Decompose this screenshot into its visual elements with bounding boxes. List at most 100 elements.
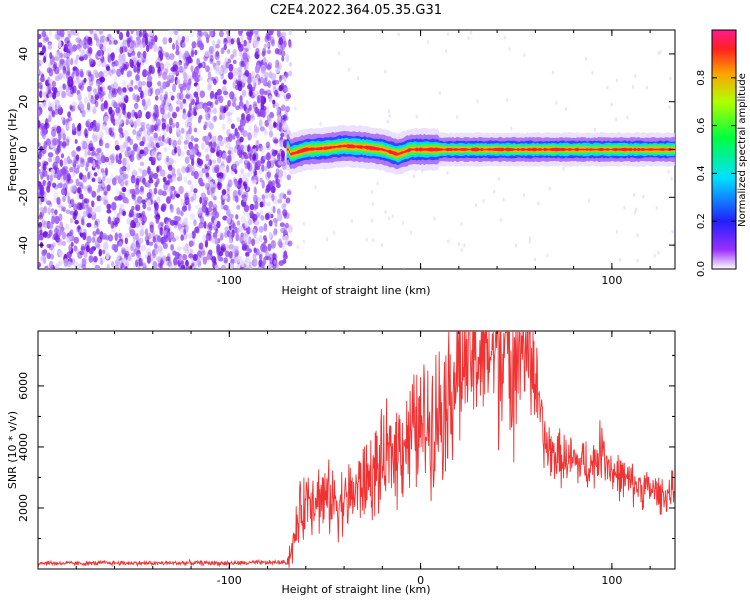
spectrogram-noise-dot [56,196,61,205]
spectrogram-noise-dot [235,256,241,264]
spectrogram-noise-dot [153,124,159,131]
spectrogram-noise-dot [228,244,235,250]
spectrogram-noise-dot [191,158,195,167]
spectrogram-sparse-dot [584,56,588,61]
spectrogram-noise-dot [140,121,146,127]
spectrogram-noise-dot [247,132,251,141]
spectrogram-noise-dot [265,184,271,193]
spectrogram-noise-dot [47,106,53,112]
spectrogram-noise-dot [91,236,96,244]
spectrogram-sparse-dot [528,239,531,244]
spectrogram-noise-dot [62,132,66,141]
spectrogram-noise-dot [139,140,145,147]
spectrogram-noise-dot [223,168,228,177]
spectrogram-noise-dot [166,97,171,106]
spectrogram-noise-dot [41,91,46,98]
spectrogram-noise-dot [244,144,249,151]
spectrogram-noise-dot [124,180,128,186]
spectrogram-noise-dot [142,262,146,268]
spectrogram-noise-dot [163,137,168,146]
spectrogram-noise-dot [39,90,43,99]
spectrogram-noise-dot [88,79,94,87]
spectrogram-noise-dot [253,129,258,138]
spectrogram-noise-dot [135,232,139,242]
spectrogram-sparse-dot [657,51,660,56]
spectrogram-noise-dot [96,164,101,170]
spectrogram-noise-dot [54,263,60,269]
colorbar-tick-label: 0.8 [696,70,707,86]
spectrogram-noise-dot [263,43,267,50]
spectrogram-noise-dot [250,70,255,80]
spectrogram-noise-dot [97,85,101,93]
spectrogram-sparse-dot [347,67,351,72]
spectrogram-noise-dot [234,248,239,258]
spectrogram-noise-dot [173,257,178,266]
spectrogram-noise-dot [75,37,81,43]
spectrogram-noise-dot [69,217,74,224]
spectrogram-noise-dot [256,36,261,42]
spectrogram-noise-dot [187,202,191,212]
spectrogram-noise-dot [47,206,51,216]
spectrogram-noise-dot [56,125,62,134]
spectrogram-noise-dot [220,73,224,80]
spectrogram-noise-dot [226,245,230,252]
spectrogram-noise-dot [244,116,250,124]
colorbar-tick-label: 0.4 [696,165,707,181]
spectrogram-noise-dot [240,113,246,120]
spectrogram-sparse-dot [447,239,450,244]
spectrogram-noise-dot [104,142,110,149]
spectrogram-noise-dot [53,228,60,234]
spectrogram-noise-dot [153,132,158,139]
spectrogram-noise-dot [274,89,279,96]
spectrogram-noise-dot [244,107,250,115]
spectrogram-noise-dot [122,210,126,216]
spectrogram-noise-dot [237,225,243,233]
spectrogram-noise-dot [76,202,82,211]
spectrogram-noise-dot [181,42,186,48]
spectrogram-noise-dot [278,84,284,92]
spectrogram-noise-dot [164,103,169,111]
spectrogram-noise-dot [188,125,192,135]
spectrogram-noise-dot [73,245,78,252]
spectrogram-noise-dot [275,79,280,85]
spectrogram-noise-dot [263,165,268,171]
spectrogram-noise-dot [277,198,283,204]
spectrogram-noise-dot [119,167,124,175]
spectrogram-noise-dot [92,255,98,263]
spectrogram-noise-dot [141,37,146,43]
spectrogram-noise-dot [182,82,187,91]
spectrogram-noise-dot [83,249,88,259]
spectrogram-noise-dot [216,244,221,252]
spectrogram-noise-dot [218,30,224,38]
spectrogram-noise-dot [161,203,167,210]
spectrogram-noise-dot [118,134,123,141]
spectrogram-noise-dot [167,174,172,179]
spectrogram-noise-dot [66,251,72,259]
spectrogram-noise-dot [236,66,243,72]
spectrogram-noise-dot [55,155,60,164]
spectrogram-noise-dot [73,104,77,110]
spectrogram-panel: -100 100 -40 -20 0 20 40 Height of straight li… [6,29,676,297]
spectrogram-noise-dot [169,186,176,192]
spectrogram-noise-dot [185,259,189,267]
spectrogram-noise-dot [90,73,95,82]
spectrogram-noise-dot [65,69,71,76]
spectrogram-noise-dot [228,99,232,107]
spectrogram-noise-dot [77,225,81,230]
spectrogram-noise-dot [150,125,154,135]
spectrogram-noise-dot [118,110,122,119]
spectrogram-noise-dot [48,30,52,37]
spectrogram-noise-dot [215,164,221,173]
spectrogram-noise-dot [141,81,147,86]
spectrogram-noise-dot [236,261,242,269]
spectrogram-noise-dot [99,38,105,43]
spectrogram-noise-dot [174,146,178,154]
spectrogram-noise-dot [153,113,159,121]
spectrogram-noise-dot [82,158,86,164]
spectrogram-noise-dot [114,118,119,126]
spectrogram-noise-dot [193,137,199,142]
spectrogram-noise-dot [101,256,106,264]
spectrogram-noise-dot [280,132,285,138]
spectrogram-noise-dot [41,129,48,135]
spectrogram-noise-dot [169,90,174,97]
